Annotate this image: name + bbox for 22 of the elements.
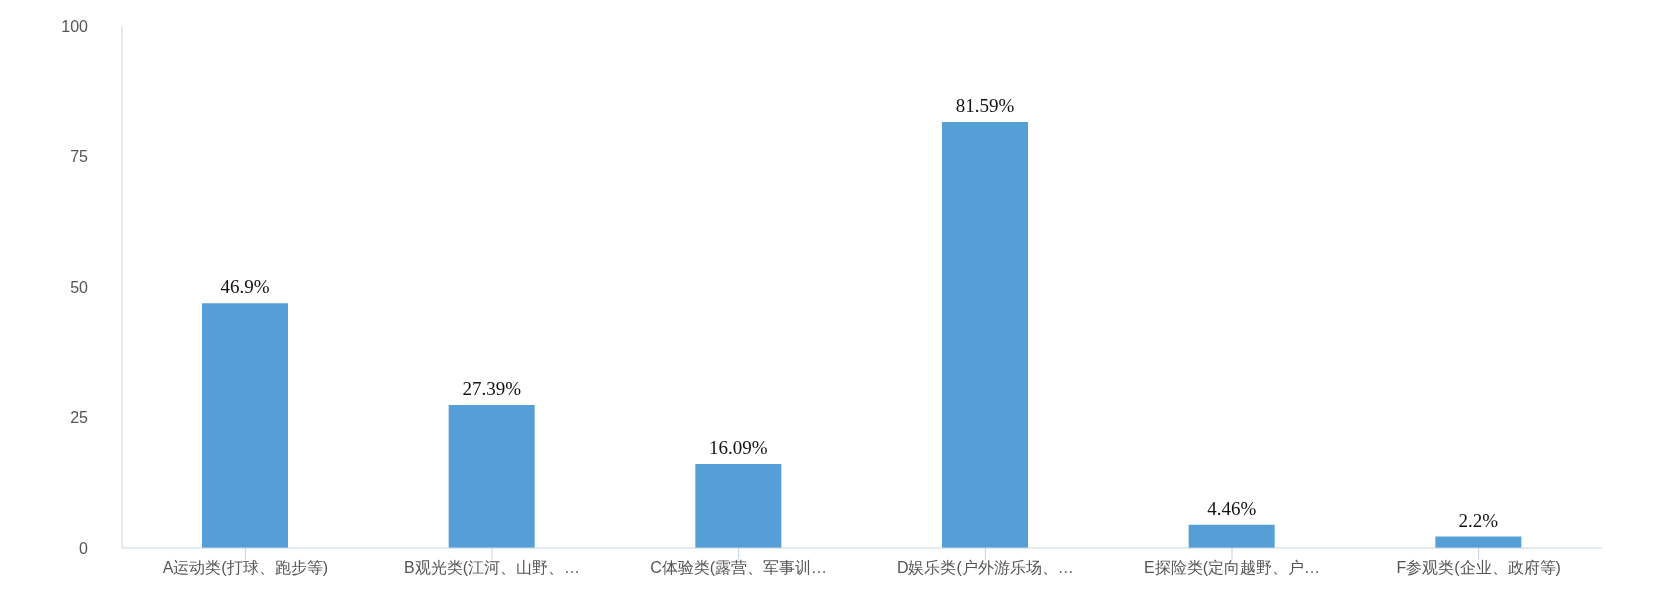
y-tick-label: 50 — [70, 278, 89, 296]
data-label: 81.59% — [955, 95, 1015, 117]
x-tick-label: A运动类(打球、跑步等) — [162, 559, 328, 577]
y-tick-label: 0 — [79, 539, 89, 557]
y-tick-label: 25 — [70, 409, 89, 427]
y-tick-label: 100 — [61, 17, 89, 35]
bar — [1188, 524, 1275, 548]
bar — [202, 303, 288, 548]
bar — [695, 464, 782, 548]
x-tick-label: C体验类(露营、军事训… — [650, 559, 828, 577]
y-tick-label: 75 — [70, 148, 89, 166]
data-label: 16.09% — [709, 437, 768, 459]
data-label: 2.2% — [1458, 509, 1499, 531]
bar — [448, 405, 535, 548]
data-label: 46.9% — [220, 276, 270, 298]
x-tick-label: D娱乐类(户外游乐场、… — [896, 559, 1074, 577]
x-tick-label: B观光类(江河、山野、… — [404, 559, 580, 577]
data-label: 4.46% — [1207, 497, 1257, 519]
x-tick-label: E探险类(定向越野、户… — [1144, 559, 1320, 577]
x-tick-label: F参观类(企业、政府等) — [1396, 559, 1561, 577]
data-label: 27.39% — [462, 378, 522, 400]
bar — [942, 122, 1028, 548]
